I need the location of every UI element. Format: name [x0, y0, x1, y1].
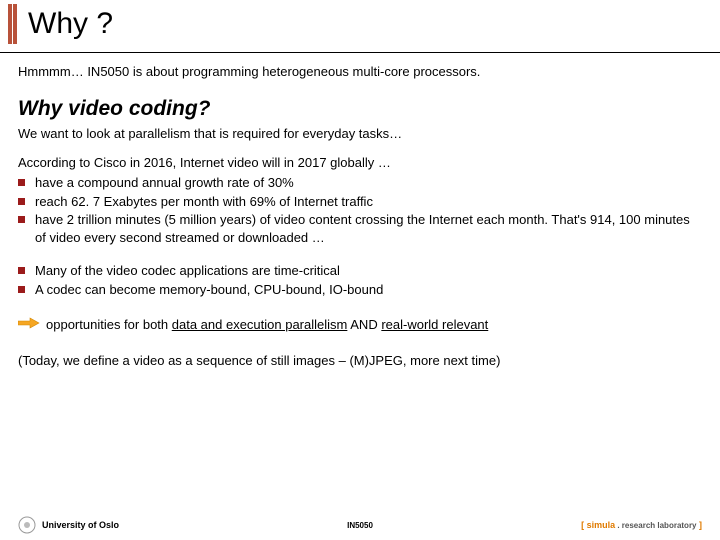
bullet-text: have a compound annual growth rate of 30… [35, 174, 702, 192]
bullet-list-1: have a compound annual growth rate of 30… [18, 174, 702, 246]
footer: University of Oslo IN5050 [ simula . res… [0, 516, 720, 534]
arrow-icon [18, 317, 40, 329]
list-item: have 2 trillion minutes (5 million years… [18, 211, 702, 246]
bullet-icon [18, 286, 25, 293]
arrow-pre: opportunities for both [46, 317, 172, 332]
arrow-u2: real-world relevant [381, 317, 488, 332]
title-bar: Why ? [0, 0, 720, 53]
bullet-list-2: Many of the video codec applications are… [18, 262, 702, 298]
uio-logo-icon [18, 516, 36, 534]
footnote: (Today, we define a video as a sequence … [18, 352, 702, 370]
arrow-text: opportunities for both data and executio… [46, 316, 488, 334]
bullet-icon [18, 179, 25, 186]
page-title: Why ? [28, 7, 113, 41]
arrow-conclusion: opportunities for both data and executio… [18, 316, 702, 334]
arrow-mid: AND [347, 317, 381, 332]
uio-name: University of Oslo [42, 520, 119, 530]
bullet-text: reach 62. 7 Exabytes per month with 69% … [35, 193, 702, 211]
bullet-icon [18, 216, 25, 223]
subheading: Why video coding? [18, 95, 702, 123]
simula-mid: . [615, 521, 622, 530]
content: Hmmmm… IN5050 is about programming heter… [0, 53, 720, 369]
arrow-u1: data and execution parallelism [172, 317, 348, 332]
bullet-icon [18, 198, 25, 205]
simula-name: simula [587, 520, 616, 530]
list-item: Many of the video codec applications are… [18, 262, 702, 280]
bullet-icon [18, 267, 25, 274]
course-code: IN5050 [347, 521, 373, 530]
lead-text: We want to look at parallelism that is r… [18, 125, 702, 143]
title-accent [8, 4, 18, 44]
bullet-text: A codec can become memory-bound, CPU-bou… [35, 281, 702, 299]
bullet-text: have 2 trillion minutes (5 million years… [35, 211, 702, 246]
list-item: A codec can become memory-bound, CPU-bou… [18, 281, 702, 299]
list-item: have a compound annual growth rate of 30… [18, 174, 702, 192]
list-item: reach 62. 7 Exabytes per month with 69% … [18, 193, 702, 211]
simula-rl: research laboratory [622, 521, 697, 530]
simula-logo: [ simula . research laboratory ] [581, 520, 702, 530]
bracket-close: ] [697, 520, 703, 530]
cisco-intro: According to Cisco in 2016, Internet vid… [18, 154, 702, 172]
intro-text: Hmmmm… IN5050 is about programming heter… [18, 63, 702, 81]
bullet-text: Many of the video codec applications are… [35, 262, 702, 280]
